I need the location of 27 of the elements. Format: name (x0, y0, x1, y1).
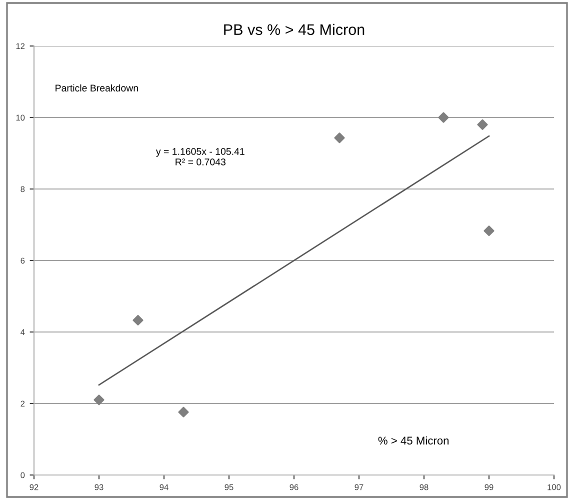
point (132, 314, 144, 326)
x-tick-label: 93 (94, 484, 104, 490)
y-tick-label: 0 (20, 472, 25, 478)
point (477, 119, 488, 130)
point (178, 406, 189, 418)
y-tick-label: 2 (20, 400, 25, 407)
x-tick-label: 99 (484, 484, 494, 490)
x-axis-title: % > 45 Micron (378, 436, 449, 445)
y-tick-label: 6 (20, 258, 25, 264)
y-tick-label: 12 (16, 43, 25, 50)
x-tick-label: 96 (290, 484, 298, 490)
x-tick-label: 98 (420, 484, 428, 490)
x-tick-label: 94 (160, 484, 168, 490)
point (94, 394, 104, 406)
y-tick-label: 10 (16, 114, 25, 121)
annotation: y = 1.1605x - 105.41 R² = 0.7043 (156, 148, 244, 166)
point (438, 112, 449, 123)
point (484, 226, 494, 236)
chart-title: PB vs % > 45 Micron (224, 24, 364, 36)
x-tick-label: 100 (548, 484, 561, 490)
point (334, 132, 345, 144)
y-tick-label: 8 (20, 186, 25, 192)
y-tick-label: 4 (20, 329, 25, 336)
y-axis-title: Particle Breakdown (56, 84, 138, 92)
x-tick-label: 97 (354, 484, 364, 490)
x-tick-label: 95 (224, 484, 234, 490)
x-tick-label: 92 (30, 484, 38, 490)
